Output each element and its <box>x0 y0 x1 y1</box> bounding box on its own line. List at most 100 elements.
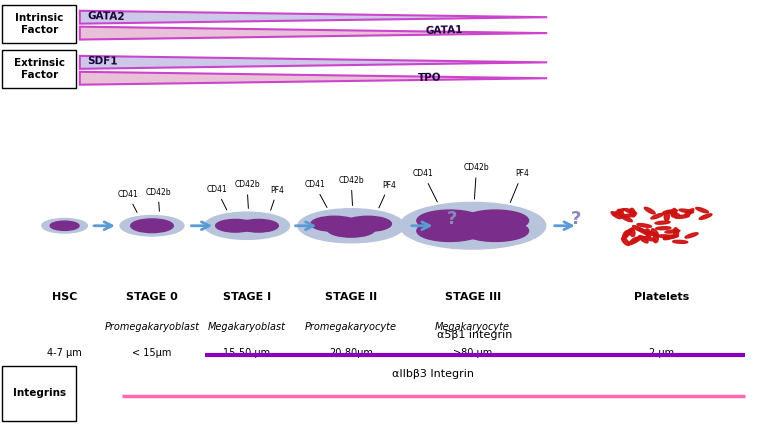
Text: Promegakaryocyte: Promegakaryocyte <box>305 322 397 332</box>
Ellipse shape <box>644 207 655 214</box>
FancyBboxPatch shape <box>2 5 76 43</box>
Text: 20-80μm: 20-80μm <box>329 348 373 358</box>
Ellipse shape <box>656 227 671 230</box>
Polygon shape <box>80 11 547 24</box>
Ellipse shape <box>685 209 694 216</box>
Ellipse shape <box>699 214 712 219</box>
Ellipse shape <box>641 237 655 241</box>
Ellipse shape <box>663 235 677 240</box>
Text: GATA2: GATA2 <box>87 11 125 22</box>
Ellipse shape <box>622 237 629 246</box>
Text: 15-50 μm: 15-50 μm <box>223 348 271 358</box>
FancyBboxPatch shape <box>2 50 76 88</box>
Ellipse shape <box>625 229 632 237</box>
Text: PF4: PF4 <box>379 181 396 208</box>
Ellipse shape <box>695 207 708 213</box>
Text: STAGE 0: STAGE 0 <box>126 292 178 302</box>
Text: Platelets: Platelets <box>634 292 689 302</box>
Ellipse shape <box>638 228 649 235</box>
Text: 4-7 μm: 4-7 μm <box>47 348 82 358</box>
Text: Extrinsic
Factor: Extrinsic Factor <box>14 58 65 80</box>
Ellipse shape <box>622 230 629 239</box>
Text: HSC: HSC <box>52 292 78 302</box>
Text: CD42b: CD42b <box>234 180 260 209</box>
Ellipse shape <box>50 221 79 230</box>
Ellipse shape <box>611 212 621 219</box>
Text: STAGE II: STAGE II <box>325 292 377 302</box>
Ellipse shape <box>644 231 657 236</box>
Text: CD42b: CD42b <box>145 187 171 211</box>
Polygon shape <box>80 56 547 69</box>
Ellipse shape <box>216 219 255 232</box>
Text: PF4: PF4 <box>510 169 529 203</box>
Ellipse shape <box>613 209 624 215</box>
Text: CD41: CD41 <box>304 180 327 208</box>
Text: CD41: CD41 <box>117 190 138 212</box>
Ellipse shape <box>685 233 698 238</box>
Ellipse shape <box>651 213 663 219</box>
FancyBboxPatch shape <box>2 366 76 421</box>
Ellipse shape <box>651 229 659 237</box>
Ellipse shape <box>671 209 676 217</box>
Ellipse shape <box>655 221 670 224</box>
Ellipse shape <box>621 215 632 222</box>
Ellipse shape <box>204 212 290 240</box>
Ellipse shape <box>617 209 624 218</box>
Ellipse shape <box>462 220 529 241</box>
Ellipse shape <box>658 235 673 238</box>
Ellipse shape <box>638 236 648 243</box>
Ellipse shape <box>630 228 635 236</box>
Ellipse shape <box>120 215 184 236</box>
Ellipse shape <box>673 240 688 243</box>
Ellipse shape <box>416 210 483 231</box>
Ellipse shape <box>679 209 694 213</box>
Ellipse shape <box>624 209 637 214</box>
Text: CD41: CD41 <box>413 169 437 202</box>
Ellipse shape <box>653 234 658 243</box>
Ellipse shape <box>400 203 546 249</box>
Text: ?: ? <box>571 210 581 228</box>
Text: CD41: CD41 <box>206 185 227 210</box>
Text: α5β1 integrin: α5β1 integrin <box>437 330 513 340</box>
Ellipse shape <box>131 219 173 233</box>
Ellipse shape <box>630 208 635 217</box>
Ellipse shape <box>645 229 651 237</box>
Ellipse shape <box>416 220 483 241</box>
Ellipse shape <box>632 226 644 232</box>
Text: Megakaryoblast: Megakaryoblast <box>208 322 286 332</box>
Text: >80 μm: >80 μm <box>453 348 492 358</box>
Ellipse shape <box>663 210 677 213</box>
Text: Integrins: Integrins <box>13 388 65 399</box>
Ellipse shape <box>239 219 278 232</box>
Ellipse shape <box>637 224 651 227</box>
Text: ?: ? <box>447 210 458 228</box>
Text: CD42b: CD42b <box>338 176 364 206</box>
Ellipse shape <box>621 214 636 217</box>
Text: STAGE III: STAGE III <box>445 292 501 302</box>
Ellipse shape <box>673 228 679 236</box>
Ellipse shape <box>664 212 670 221</box>
Ellipse shape <box>629 237 638 245</box>
Text: Intrinsic
Factor: Intrinsic Factor <box>15 13 63 35</box>
Ellipse shape <box>42 218 87 233</box>
Text: STAGE I: STAGE I <box>223 292 271 302</box>
Polygon shape <box>80 27 547 40</box>
Text: PF4: PF4 <box>271 186 284 210</box>
Ellipse shape <box>632 237 641 243</box>
Text: TPO: TPO <box>418 72 442 83</box>
Polygon shape <box>80 72 547 85</box>
Text: 2 μm: 2 μm <box>648 348 674 358</box>
Ellipse shape <box>665 230 680 233</box>
Ellipse shape <box>462 210 529 231</box>
Ellipse shape <box>311 216 358 231</box>
Text: αIIbβ3 Integrin: αIIbβ3 Integrin <box>392 369 474 379</box>
Text: CD42b: CD42b <box>464 163 489 199</box>
Ellipse shape <box>663 235 679 239</box>
Text: < 15μm: < 15μm <box>132 348 172 358</box>
Ellipse shape <box>298 209 404 243</box>
Text: Megakaryocyte: Megakaryocyte <box>435 322 510 332</box>
Ellipse shape <box>675 215 689 218</box>
Ellipse shape <box>344 216 391 231</box>
Text: SDF1: SDF1 <box>87 56 118 67</box>
Text: Promegakaryoblast: Promegakaryoblast <box>104 322 199 332</box>
